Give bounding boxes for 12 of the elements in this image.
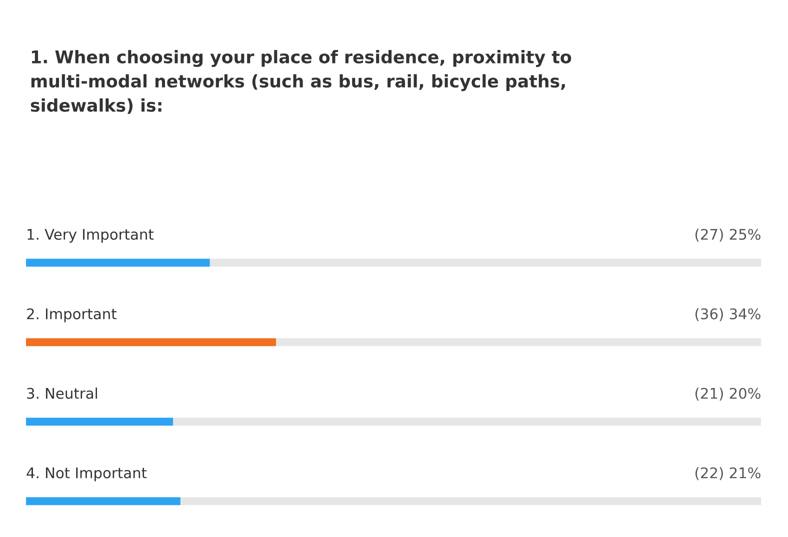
y-tick-label: 3. Neutral xyxy=(27,388,98,399)
bar xyxy=(26,497,180,506)
chart-title: 1. When choosing your place of residence, proximity to multi-modal networks (such as bus, rail, bicycle paths, sidewalks) is: xyxy=(30,50,572,114)
y-tick-label: 4. Not Important xyxy=(26,468,147,482)
data-label: (22) 21% xyxy=(695,467,760,480)
bar xyxy=(26,258,210,267)
data-label: (36) 34% xyxy=(695,308,760,322)
data-label: (21) 20% xyxy=(695,388,760,401)
y-tick-label: 1. Very Important xyxy=(28,229,154,243)
data-label: (27) 25% xyxy=(695,228,760,242)
bar xyxy=(26,418,174,426)
y-tick-label: 2. Important xyxy=(27,308,116,322)
